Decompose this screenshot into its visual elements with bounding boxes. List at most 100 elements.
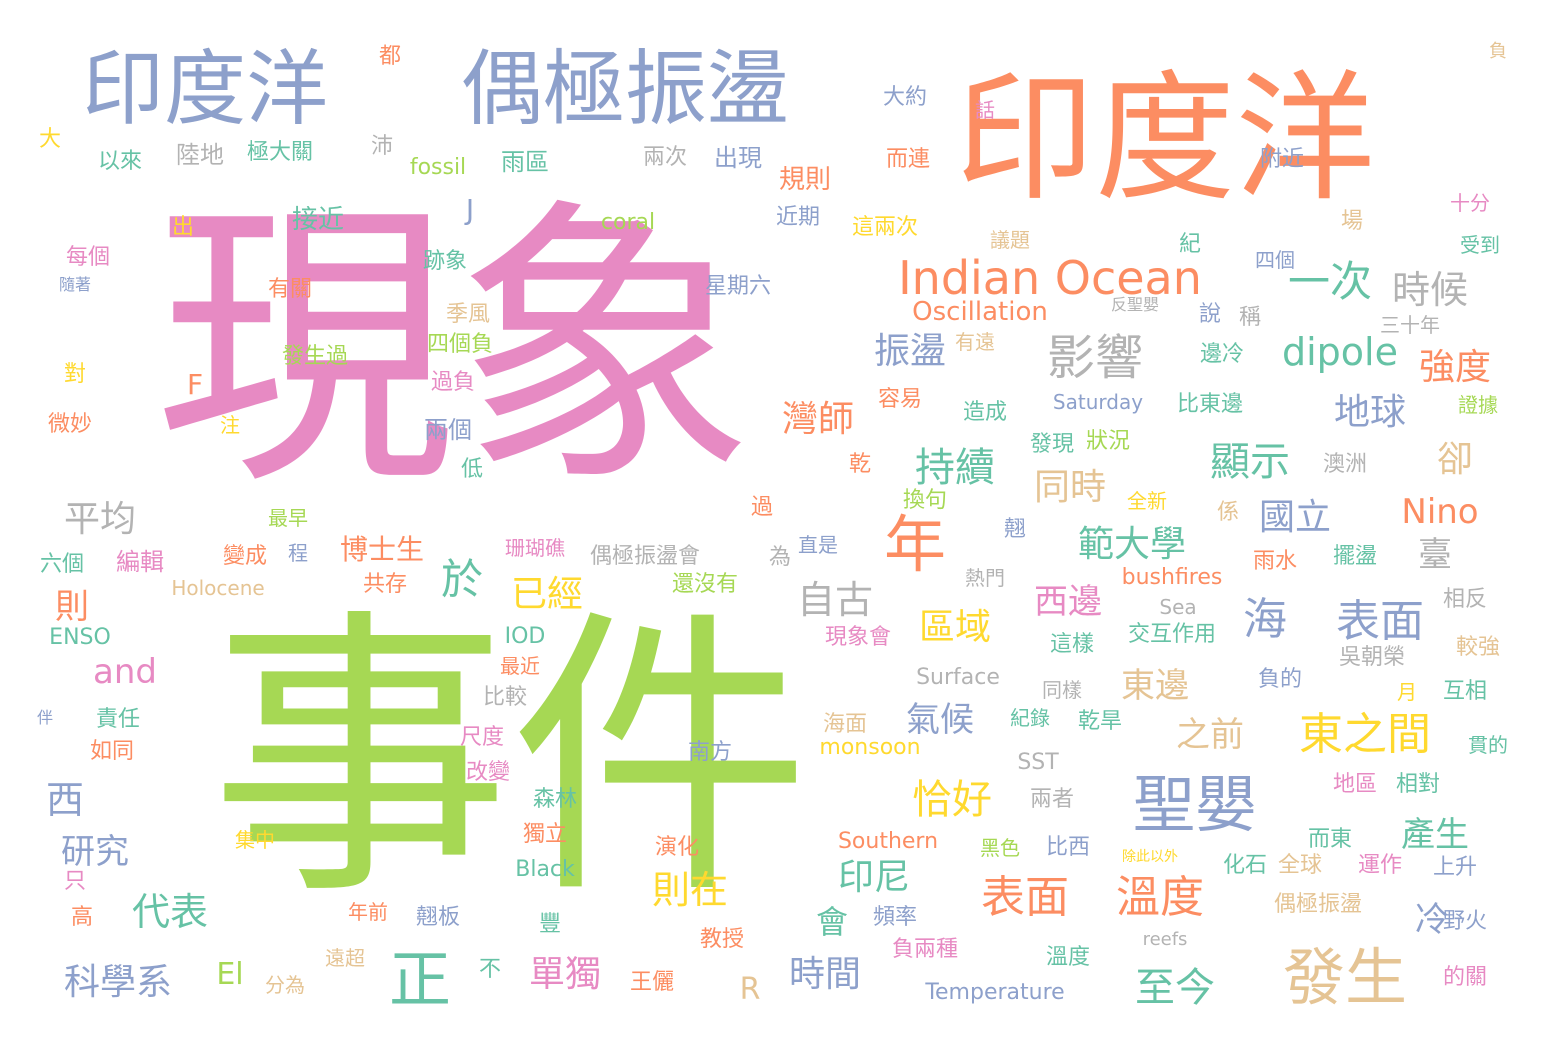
cloud-word: 雨水 bbox=[1252, 549, 1298, 574]
cloud-word: 狀況 bbox=[1085, 429, 1131, 454]
cloud-word: 貫的 bbox=[1468, 733, 1508, 757]
cloud-word: 教授 bbox=[699, 927, 745, 952]
cloud-word: 則在 bbox=[651, 868, 729, 912]
cloud-word: 附近 bbox=[1259, 147, 1305, 172]
cloud-word: 地球 bbox=[1333, 392, 1407, 433]
cloud-word: Nino bbox=[1401, 492, 1479, 532]
cloud-word: 平均 bbox=[63, 499, 137, 540]
cloud-word: 森林 bbox=[532, 787, 578, 812]
cloud-word: Oscillation bbox=[912, 297, 1048, 327]
cloud-word: 印度洋 bbox=[954, 58, 1376, 221]
cloud-word: 兩者 bbox=[1029, 787, 1075, 812]
cloud-word: 而連 bbox=[885, 147, 931, 172]
cloud-word: 兩次 bbox=[642, 145, 688, 170]
cloud-word: 責任 bbox=[95, 707, 141, 732]
cloud-word: 事件 bbox=[210, 585, 810, 934]
cloud-word: 擺盪 bbox=[1332, 544, 1378, 569]
cloud-word: 注 bbox=[220, 413, 240, 437]
cloud-word: 出 bbox=[171, 215, 195, 240]
cloud-word: 臺 bbox=[1418, 535, 1452, 575]
cloud-word: 反聖嬰 bbox=[1110, 295, 1160, 314]
cloud-word: 珊瑚礁 bbox=[505, 536, 565, 560]
cloud-word: 的關 bbox=[1442, 965, 1488, 990]
cloud-word: 容易 bbox=[877, 387, 923, 412]
cloud-word: Black bbox=[515, 857, 575, 882]
cloud-word: 已經 bbox=[510, 574, 584, 615]
cloud-word: 三十年 bbox=[1380, 313, 1440, 337]
cloud-word: 東之間 bbox=[1299, 709, 1431, 760]
cloud-word: 議題 bbox=[990, 228, 1030, 252]
cloud-word: 獨立 bbox=[522, 822, 568, 847]
cloud-word: 全球 bbox=[1277, 853, 1323, 878]
cloud-word: 微妙 bbox=[47, 412, 93, 437]
cloud-word: El bbox=[216, 957, 244, 992]
cloud-word: 海面 bbox=[822, 712, 868, 737]
cloud-word: 溫度 bbox=[1045, 945, 1091, 970]
cloud-word: 印度洋 bbox=[81, 42, 329, 137]
cloud-word: 運作 bbox=[1357, 853, 1403, 878]
cloud-word: 陸地 bbox=[176, 141, 224, 169]
cloud-word: R bbox=[739, 972, 761, 1007]
cloud-word: 相對 bbox=[1395, 772, 1441, 797]
cloud-word: SST bbox=[1017, 750, 1059, 775]
cloud-word: 卻 bbox=[1436, 439, 1474, 480]
cloud-word: and bbox=[93, 652, 157, 692]
cloud-word: 比西 bbox=[1045, 835, 1091, 860]
cloud-word: 年 bbox=[883, 508, 947, 581]
cloud-word: 灣師 bbox=[781, 399, 855, 440]
cloud-word: F bbox=[186, 368, 204, 401]
cloud-word: 區域 bbox=[918, 607, 992, 648]
cloud-word: 冷 bbox=[1415, 900, 1449, 940]
cloud-word: 季風 bbox=[445, 302, 491, 327]
cloud-word: 則 bbox=[55, 587, 89, 627]
cloud-word: 乾 bbox=[848, 452, 872, 477]
cloud-word: 有遠 bbox=[955, 330, 995, 354]
cloud-word: Sea bbox=[1159, 595, 1197, 619]
cloud-word: 近期 bbox=[775, 205, 821, 230]
cloud-word: 四個 bbox=[1255, 248, 1295, 272]
cloud-word: 互相 bbox=[1442, 679, 1488, 704]
cloud-word: 聖嬰 bbox=[1132, 768, 1258, 841]
cloud-word: 時間 bbox=[788, 954, 862, 995]
cloud-word: 偶極振盪 bbox=[460, 42, 790, 137]
cloud-word: 只 bbox=[63, 869, 87, 894]
cloud-word: 乾旱 bbox=[1077, 709, 1123, 734]
cloud-word: 這兩次 bbox=[851, 215, 919, 240]
cloud-word: 有關 bbox=[267, 277, 313, 302]
cloud-word: 過負 bbox=[430, 370, 476, 395]
cloud-word: 之前 bbox=[1176, 715, 1244, 755]
cloud-word: 而東 bbox=[1307, 827, 1353, 852]
cloud-word: 高 bbox=[70, 905, 94, 930]
cloud-word: 沛 bbox=[370, 134, 394, 159]
cloud-word: 負 bbox=[1489, 41, 1507, 62]
cloud-word: 星期六 bbox=[704, 274, 772, 299]
cloud-word: 每個 bbox=[65, 245, 111, 270]
cloud-word: Southern bbox=[837, 829, 939, 854]
cloud-word: dipole bbox=[1282, 330, 1398, 374]
cloud-word: Temperature bbox=[925, 980, 1065, 1005]
cloud-word: 西 bbox=[45, 778, 85, 822]
cloud-word: 溫度 bbox=[1116, 872, 1204, 923]
cloud-word: 共存 bbox=[362, 572, 408, 597]
cloud-word: 程 bbox=[288, 541, 308, 565]
cloud-word: 不 bbox=[478, 957, 502, 982]
cloud-word: 強度 bbox=[1418, 347, 1492, 388]
cloud-word: 大 bbox=[38, 127, 62, 152]
cloud-word: 自古 bbox=[796, 578, 874, 622]
cloud-word: 一次 bbox=[1287, 257, 1373, 306]
cloud-word: 發現 bbox=[1029, 432, 1075, 457]
cloud-word: 表面 bbox=[981, 872, 1069, 923]
cloud-word: 如同 bbox=[89, 739, 135, 764]
cloud-word: 大約 bbox=[882, 85, 928, 110]
cloud-word: 遠超 bbox=[325, 946, 365, 970]
cloud-word: 六個 bbox=[39, 552, 85, 577]
cloud-word: ENSO bbox=[49, 625, 111, 650]
cloud-word: 地區 bbox=[1332, 772, 1378, 797]
cloud-word: fossil bbox=[409, 155, 467, 180]
cloud-word: coral bbox=[600, 210, 656, 235]
cloud-word: 發生過 bbox=[281, 344, 349, 369]
cloud-word: 負的 bbox=[1257, 667, 1303, 692]
cloud-word: 澳洲 bbox=[1322, 452, 1368, 477]
cloud-word: 偶極振盪會 bbox=[589, 544, 701, 569]
cloud-word: 頻率 bbox=[872, 905, 918, 930]
